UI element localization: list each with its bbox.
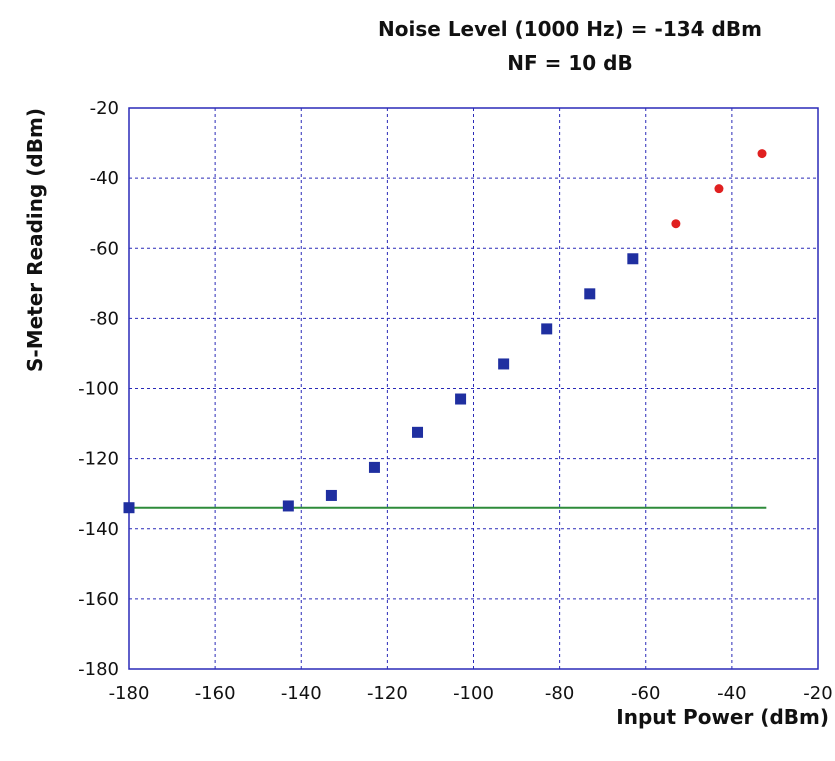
y-axis-title: S-Meter Reading (dBm)	[23, 108, 47, 372]
data-point-square	[123, 502, 135, 514]
y-tick-label: -140	[78, 519, 119, 540]
data-point-circle	[671, 219, 681, 229]
chart-title-line-1: Noise Level (1000 Hz) = -134 dBm	[378, 17, 762, 41]
x-tick-labels: -180 -160 -140 -120 -100 -80 -60 -40 -20	[109, 683, 833, 704]
x-tick-label: -140	[281, 683, 322, 704]
y-tick-label: -180	[78, 659, 119, 680]
x-tick-label: -20	[803, 683, 832, 704]
y-tick-label: -60	[90, 238, 119, 259]
x-tick-label: -120	[367, 683, 408, 704]
y-tick-label: -40	[90, 168, 119, 189]
data-point-square	[325, 489, 337, 501]
data-points	[123, 149, 767, 514]
data-point-square	[282, 500, 294, 512]
data-point-circle	[714, 184, 724, 194]
x-tick-label: -80	[545, 683, 574, 704]
data-point-circle	[757, 149, 767, 159]
grid	[129, 108, 818, 669]
data-point-square	[412, 426, 424, 438]
plot-frame	[128, 107, 819, 670]
x-tick-label: -40	[717, 683, 746, 704]
data-point-square	[368, 461, 380, 473]
y-tick-label: -100	[78, 379, 119, 400]
data-point-square	[584, 288, 596, 300]
x-tick-label: -100	[453, 683, 494, 704]
x-tick-label: -60	[631, 683, 660, 704]
data-point-square	[627, 253, 639, 265]
y-tick-label: -120	[78, 449, 119, 470]
x-axis-title: Input Power (dBm)	[616, 705, 829, 729]
data-point-square	[498, 358, 510, 370]
x-tick-label: -160	[195, 683, 236, 704]
y-tick-label: -20	[90, 98, 119, 119]
x-tick-label: -180	[109, 683, 150, 704]
y-tick-label: -160	[78, 589, 119, 610]
data-point-square	[455, 393, 467, 405]
y-tick-labels: -20 -40 -60 -80 -100 -120 -140 -160 -180	[78, 98, 119, 680]
data-point-square	[541, 323, 553, 335]
chart-title-line-2: NF = 10 dB	[507, 51, 632, 75]
y-tick-label: -80	[90, 308, 119, 329]
